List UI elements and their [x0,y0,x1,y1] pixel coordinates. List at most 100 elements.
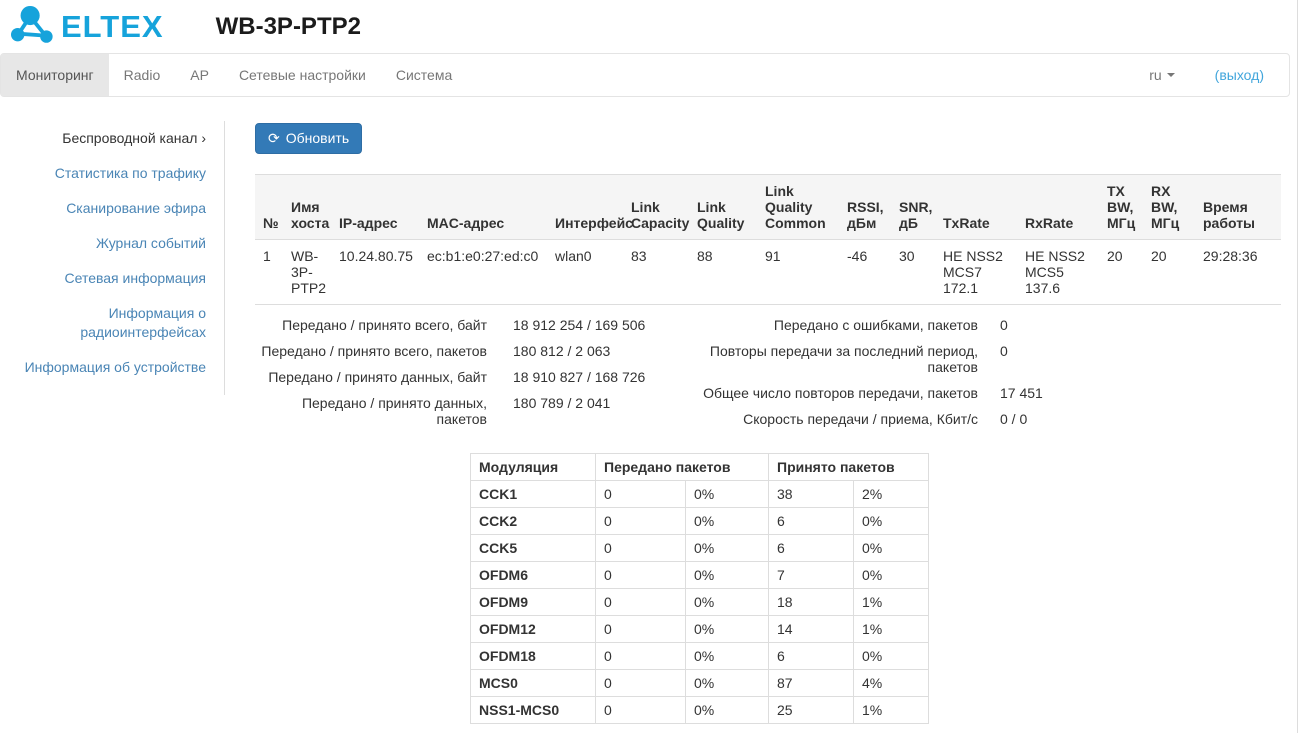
link-table-row: 1 WB- 3P- PTP2 10.24.80.75 ec:b1:e0:27:ed:c… [255,239,1281,305]
modulation-table-row: OFDM6 0 0% 7 0% [470,560,930,589]
stat-label: Повторы передачи за последний период, па… [709,342,978,375]
modulation-value-cell: 0% [685,587,769,616]
language-dropdown[interactable]: ru [1149,67,1175,83]
modulation-value-cell: 0% [852,506,930,535]
link-table-header: RxRate [1017,173,1099,240]
modulation-header-row: Модуляция Передано пакетов Принято пакетов [470,452,930,481]
link-table-cell: 20 [1143,239,1195,305]
stat-row: Общее число повторов передачи, пакетов 17… [695,385,1281,401]
modulation-value-cell: 0 [595,587,686,616]
stat-row: Передано / принято данных, пакетов 180 78… [255,395,695,427]
link-table-header: № [255,173,283,240]
stat-row: Повторы передачи за последний период, па… [695,343,1281,375]
modulation-name-cell: CCK2 [470,506,596,535]
link-table-header: IP-адрес [331,173,419,240]
link-table-header: Время работы [1195,173,1281,240]
refresh-button[interactable]: ⟳ Обновить [255,123,363,154]
modulation-value-cell: 0 [595,668,686,697]
modulation-value-cell: 0% [685,560,769,589]
modulation-table-row: NSS1-MCS0 0 0% 25 1% [470,695,930,724]
modulation-value-cell: 6 [768,641,854,670]
link-table-cell: wlan0 [547,239,623,305]
stat-value: 17 451 [1000,384,1043,401]
modulation-name-cell: OFDM6 [470,560,596,589]
eltex-logo[interactable]: ELTEX [10,5,164,49]
sidebar-item-3[interactable]: Журнал событий [95,235,206,251]
link-table-header: SNR, дБ [891,173,935,240]
link-table-header: RX BW, МГц [1143,173,1195,240]
page-title: WB-3P-PTP2 [215,12,361,40]
sidebar-item-0[interactable]: Беспроводной канал › [62,130,206,146]
modulation-value-cell: 1% [852,614,930,643]
sidebar: Беспроводной канал › Статистика по трафик… [0,97,225,395]
link-table-cell: 91 [757,239,839,305]
modulation-table-row: CCK1 0 0% 38 2% [470,479,930,508]
page-right-edge [1297,0,1298,733]
link-table-header: Link Quality Common [757,173,839,240]
refresh-button-label: Обновить [285,130,350,146]
nav-tab-4[interactable]: Система [395,67,453,83]
stat-value: 180 789 / 2 041 [513,394,611,411]
traffic-stats-left: Передано / принято всего, байт 18 912 254… [255,317,695,437]
link-table-cell: 29:28:36 [1195,239,1281,305]
stat-row: Скорость передачи / приема, Кбит/с 0 / 0 [695,411,1281,427]
sidebar-item-2[interactable]: Сканирование эфира [66,200,206,216]
logout-link[interactable]: (выход) [1214,67,1264,83]
sidebar-item-5[interactable]: Информация о радиоинтерфейсах [80,305,206,340]
modulation-value-cell: 0% [685,668,769,697]
modulation-value-cell: 38 [768,479,854,508]
stat-label: Передано с ошибками, пакетов [773,316,978,333]
modulation-value-cell: 0% [852,641,930,670]
sidebar-menu: Беспроводной канал › Статистика по трафик… [0,121,225,395]
link-table-header: TxRate [935,173,1017,240]
modulation-value-cell: 14 [768,614,854,643]
modulation-value-cell: 87 [768,668,854,697]
nav-tab-2[interactable]: AP [190,67,209,83]
navbar: Мониторинг Radio AP Сетевые настройки Систем… [0,53,1290,97]
link-table-cell: HE NSS2 MCS5 137.6 [1017,239,1099,305]
link-table-header: Link Quality [689,173,757,240]
eltex-logo-icon [10,5,56,49]
stat-value: 18 910 827 / 168 726 [513,368,646,385]
modulation-value-cell: 0% [852,533,930,562]
modulation-table-wrap: Модуляция Передано пакетов Принято пакетов… [470,452,930,724]
refresh-icon: ⟳ [268,130,280,146]
link-table-header: RSSI, дБм [839,173,891,240]
stat-value: 0 [1000,342,1008,359]
link-table-cell: 30 [891,239,935,305]
modulation-name-cell: NSS1-MCS0 [470,695,596,724]
link-table-cell: 1 [255,239,283,305]
stat-label: Передано / принято всего, байт [282,316,487,333]
stat-label: Скорость передачи / приема, Кбит/с [743,410,978,427]
modulation-table-header: Модуляция [470,452,596,481]
link-table-cell: 20 [1099,239,1143,305]
link-table-header: Link Capacity [623,173,689,240]
modulation-value-cell: 0 [595,695,686,724]
stat-label: Передано / принято данных, байт [268,368,487,385]
stat-row: Передано / принято данных, байт 18 910 82… [255,369,695,385]
nav-tab-0[interactable]: Мониторинг [1,54,109,96]
modulation-value-cell: 0 [595,560,686,589]
modulation-name-cell: CCK1 [470,479,596,508]
link-table-cell: 83 [623,239,689,305]
modulation-table-header: Передано пакетов [595,452,769,481]
stat-value: 0 [1000,316,1008,333]
eltex-logo-text: ELTEX [61,9,164,44]
caret-down-icon [1166,73,1175,77]
content-area: Беспроводной канал › Статистика по трафик… [0,97,1301,724]
sidebar-item-1[interactable]: Статистика по трафику [54,165,206,181]
sidebar-item-4[interactable]: Сетевая информация [64,270,206,286]
nav-tab-3[interactable]: Сетевые настройки [238,67,366,83]
nav-tab-1[interactable]: Radio [123,67,161,83]
link-table-cell: WB- 3P- PTP2 [283,239,331,305]
modulation-value-cell: 0% [685,479,769,508]
link-table-cell: ec:b1:e0:27:ed:c0 [419,239,547,305]
modulation-table-row: OFDM9 0 0% 18 1% [470,587,930,616]
modulation-name-cell: CCK5 [470,533,596,562]
modulation-value-cell: 6 [768,533,854,562]
modulation-value-cell: 25 [768,695,854,724]
sidebar-item-6[interactable]: Информация об устройстве [24,359,206,375]
top-bar: ELTEX WB-3P-PTP2 [0,0,1301,53]
modulation-table-row: CCK5 0 0% 6 0% [470,533,930,562]
modulation-name-cell: OFDM12 [470,614,596,643]
